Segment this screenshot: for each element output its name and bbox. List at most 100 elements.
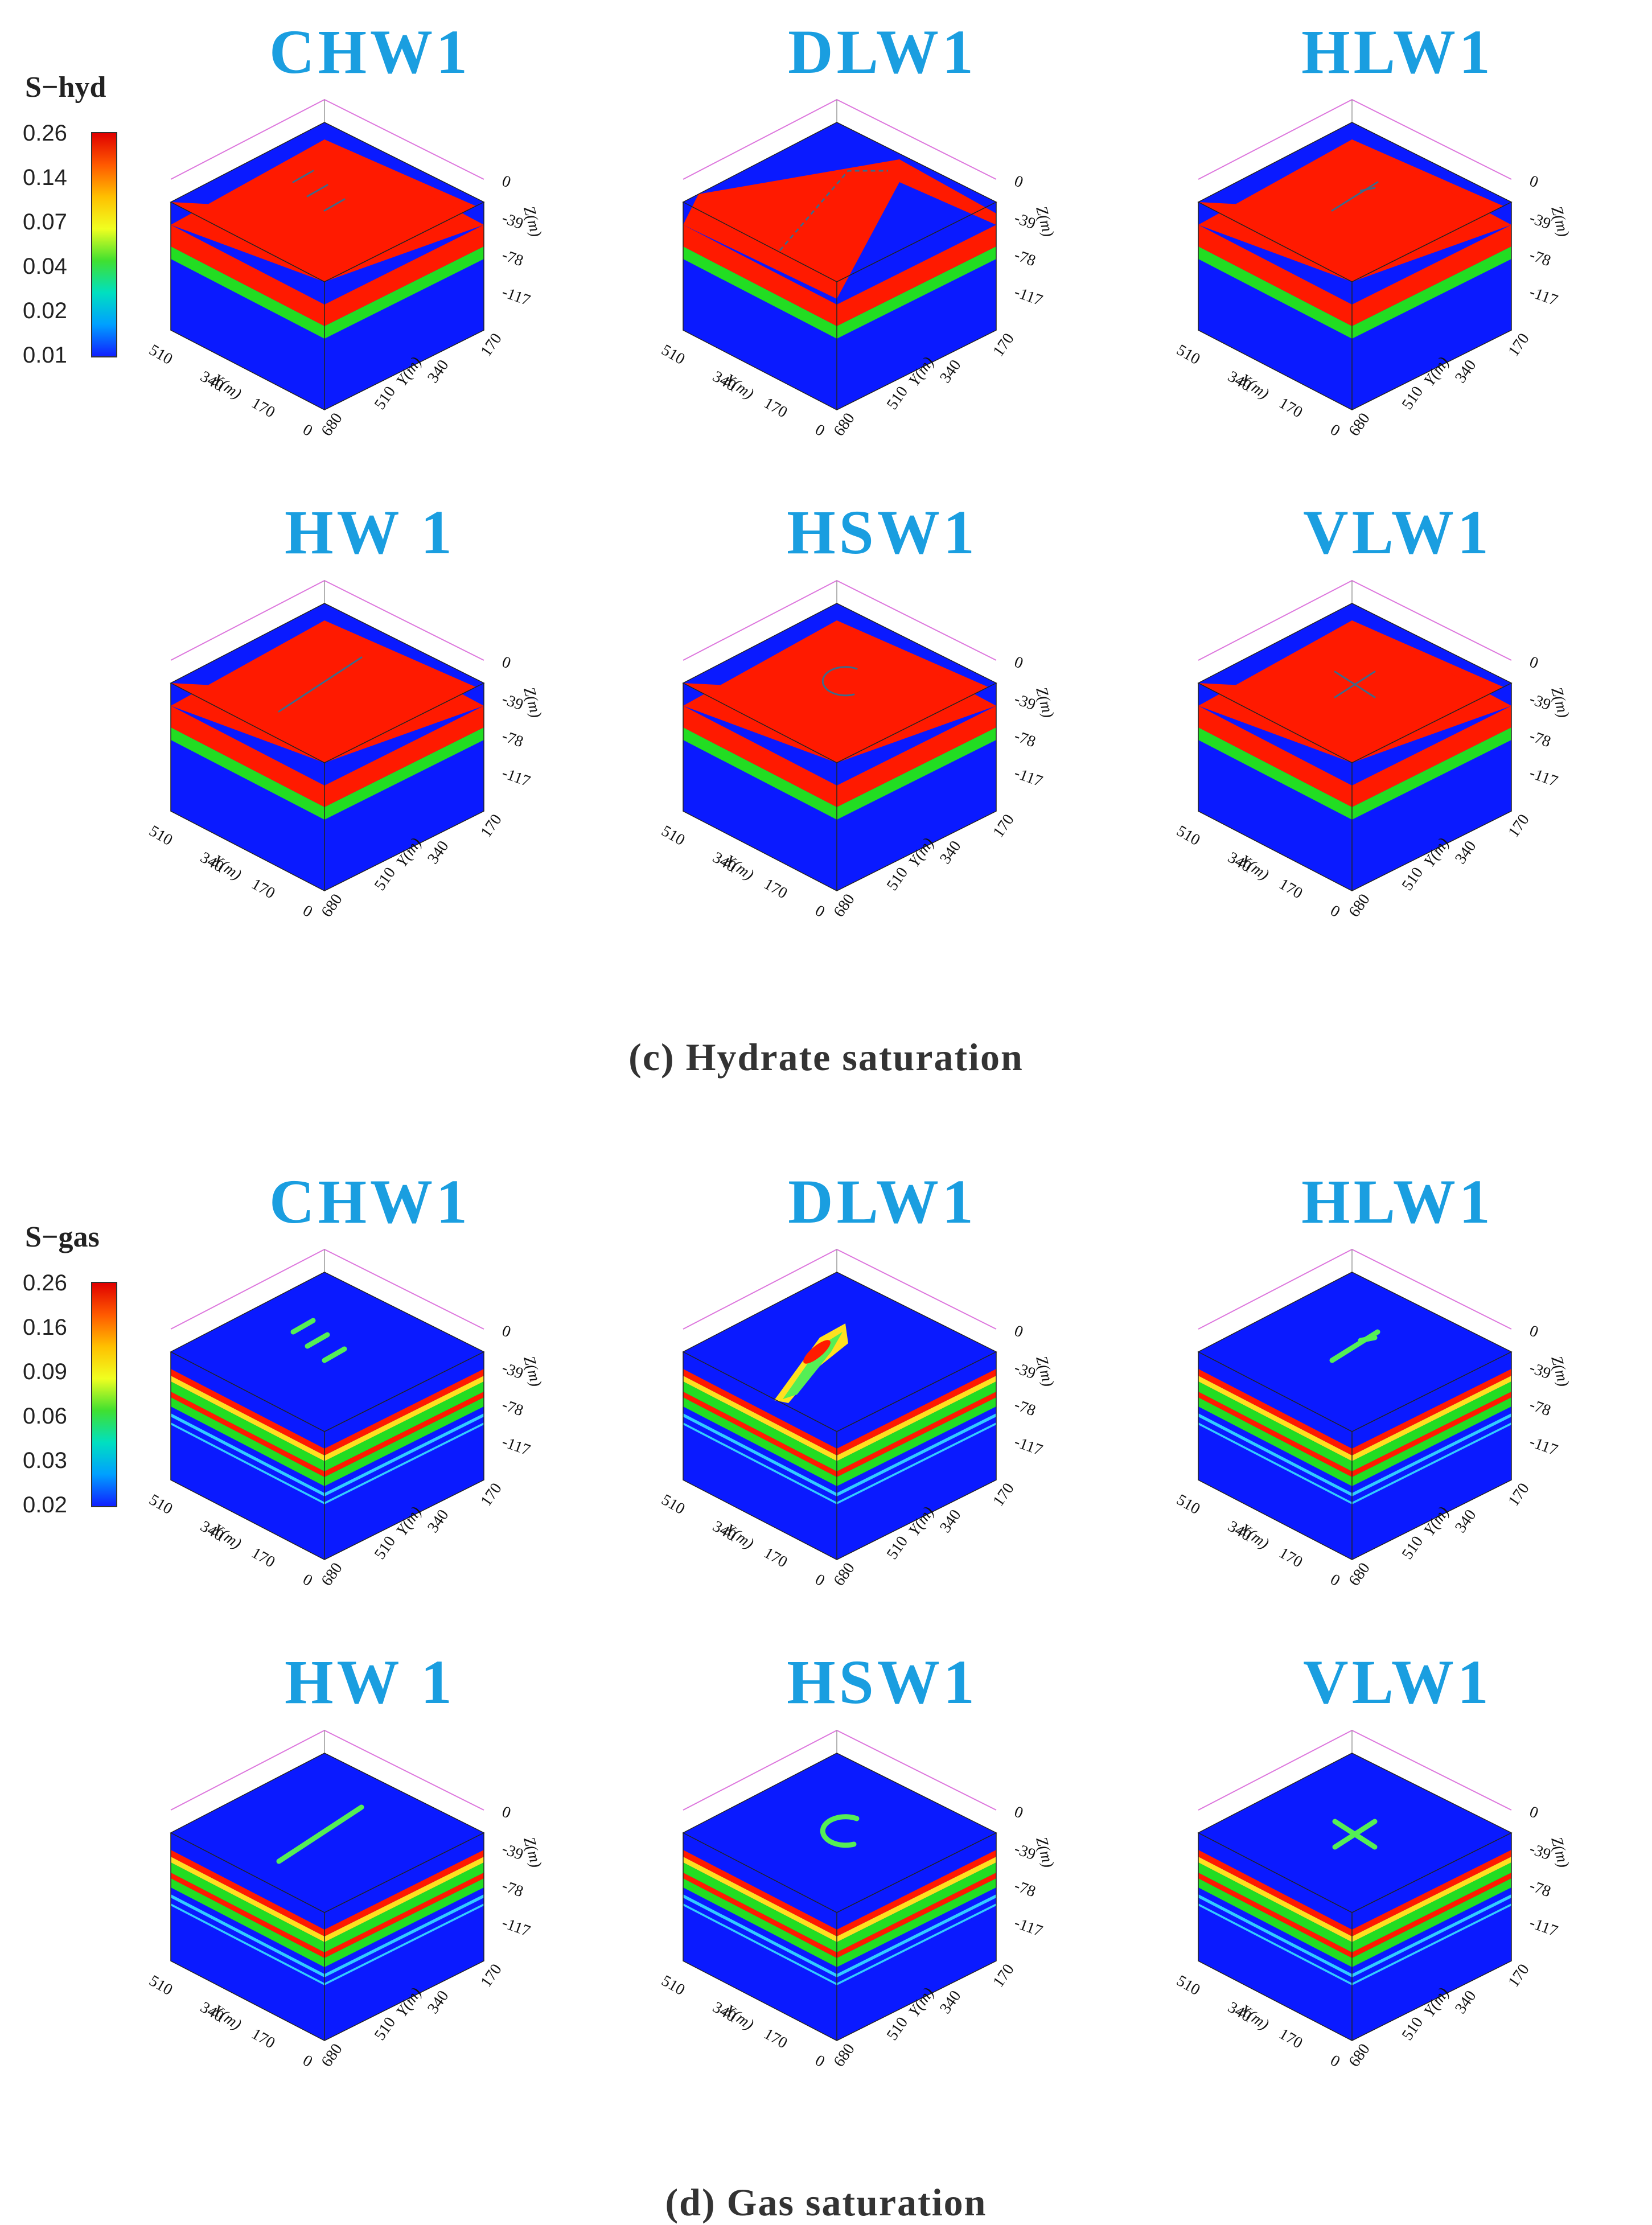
x-tick-label: 0 — [300, 2051, 316, 2071]
layer-band-right — [324, 1850, 484, 1936]
layer-band-right — [837, 1413, 996, 1496]
layer-band-right — [1352, 1392, 1511, 1477]
layer-band-left — [1198, 1413, 1352, 1496]
layer-band-left — [683, 1894, 837, 1977]
z-tick-label: -78 — [500, 727, 526, 751]
gas-section: S−gas 0.26 0.16 0.09 0.06 0.03 0.02 CHW1… — [0, 1150, 1652, 2224]
y-tick-label: 170 — [989, 1961, 1017, 1990]
hydrate-region — [171, 139, 484, 282]
y-tick-label: 680 — [318, 410, 346, 439]
layer-band-left — [1198, 1397, 1352, 1486]
layer-band-right — [324, 1862, 484, 1952]
hydrate-region — [171, 620, 484, 763]
z-tick-label: -117 — [1012, 764, 1045, 790]
layer-band-right — [1352, 1369, 1511, 1455]
layer-band-right — [1352, 706, 1511, 807]
z-tick-label: -78 — [1012, 1877, 1038, 1901]
well-trace — [290, 1318, 316, 1335]
z-tick-label: -78 — [1527, 1877, 1554, 1901]
layer-band-left — [171, 727, 324, 820]
panel-title: HSW1 — [787, 1647, 978, 1717]
panel-title: HSW1 — [787, 497, 978, 567]
layer-band-left — [1198, 706, 1352, 807]
panel-title: VLW1 — [1303, 497, 1492, 567]
panel-title: HW 1 — [284, 1647, 456, 1717]
y-tick-label: 340 — [936, 837, 964, 867]
y-tick-label: 340 — [424, 1987, 452, 2017]
layer-band-right — [324, 1413, 484, 1496]
layer-band-left — [171, 1903, 324, 1985]
layer-band-right — [837, 727, 996, 820]
x-tick-label: 170 — [249, 2025, 278, 2053]
layer-band-left — [1198, 246, 1352, 339]
layer-band-left — [1198, 1381, 1352, 1471]
z-tick-label: -117 — [1527, 1433, 1560, 1459]
colorbar-title: S−hyd — [25, 71, 106, 104]
x-tick-label: 170 — [249, 394, 278, 422]
layer-band-right — [1352, 225, 1511, 326]
layer-band-right — [837, 1850, 996, 1936]
z-axis-label: Z(m) — [1032, 204, 1057, 239]
y-tick-label: 340 — [936, 1987, 964, 2017]
well-trace — [305, 1332, 330, 1349]
colorbar — [91, 132, 117, 357]
layer-band-left — [1198, 1894, 1352, 1977]
layer-band-left — [171, 706, 324, 807]
cube-top-face — [171, 1753, 484, 1913]
y-tick-label: 340 — [1452, 356, 1480, 386]
panel-title: CHW1 — [269, 1167, 471, 1236]
y-tick-label: 170 — [989, 330, 1017, 360]
layer-band-left — [171, 1878, 324, 1967]
layer-band-right — [837, 1873, 996, 1958]
panel-title: DLW1 — [788, 17, 977, 87]
x-tick-label: 0 — [812, 902, 828, 921]
z-axis-label: Z(m) — [1547, 1835, 1572, 1870]
layer-band-left — [683, 1850, 837, 1936]
x-tick-label: 170 — [1276, 1544, 1306, 1572]
z-tick-label: -117 — [500, 1914, 533, 1940]
layer-band-left — [1198, 1873, 1352, 1958]
colorbar-tick: 0.02 — [23, 298, 67, 323]
z-axis-label: Z(m) — [1032, 685, 1057, 720]
layer-band-left — [1198, 1857, 1352, 1942]
x-tick-label: 510 — [1174, 1491, 1203, 1518]
hydrate-section: S−hyd 0.26 0.14 0.07 0.04 0.02 0.01 CHW1… — [0, 0, 1652, 1079]
z-axis-label: Z(m) — [520, 1354, 545, 1389]
panel-title: DLW1 — [788, 1167, 977, 1236]
y-tick-label: 340 — [424, 1506, 452, 1536]
layer-band-right — [837, 246, 996, 339]
layer-band-right — [1352, 1850, 1511, 1936]
layer-band-right — [837, 1392, 996, 1477]
layer-band-left — [171, 1376, 324, 1461]
y-tick-label: 170 — [477, 811, 505, 841]
x-tick-label: 170 — [249, 1544, 278, 1572]
y-tick-label: 680 — [1345, 2041, 1373, 2070]
layer-band-right — [837, 1903, 996, 1985]
layer-band-left — [683, 706, 837, 807]
layer-band-left — [171, 1381, 324, 1471]
layer-band-left — [683, 1381, 837, 1471]
layer-band-right — [324, 225, 484, 326]
x-tick-label: 0 — [300, 1570, 316, 1590]
y-tick-label: 510 — [883, 2014, 911, 2043]
well-trace — [820, 1814, 860, 1848]
x-tick-label: 510 — [1174, 1972, 1203, 1999]
layer-band-right — [837, 1376, 996, 1461]
y-tick-label: 510 — [883, 864, 911, 894]
z-tick-label: -78 — [500, 246, 526, 270]
layer-band-right — [324, 1894, 484, 1977]
layer-band-left — [683, 246, 837, 339]
colorbar-tick: 0.26 — [23, 1270, 67, 1295]
y-tick-label: 340 — [1452, 837, 1480, 867]
layer-band-left — [683, 1422, 837, 1504]
y-tick-label: 680 — [1345, 1560, 1373, 1589]
z-axis-label: Z(m) — [520, 204, 545, 239]
z-tick-label: -78 — [1012, 1396, 1038, 1420]
y-tick-label: 170 — [477, 1961, 505, 1990]
well-trace — [1334, 671, 1376, 698]
